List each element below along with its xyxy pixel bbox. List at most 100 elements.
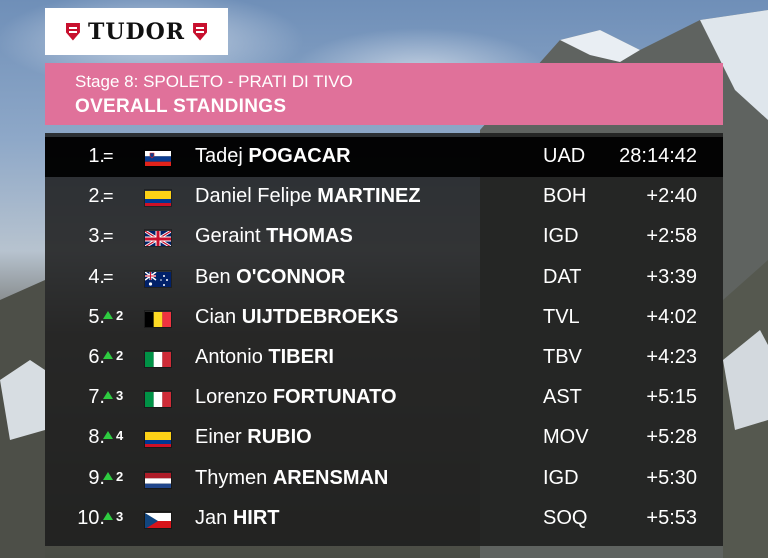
rider-last-name: UIJTDEBROEKS [241, 305, 399, 328]
rider-name: Jan HIRT [195, 507, 279, 530]
rank: 8. [88, 426, 105, 449]
rider-first-name: Einer [195, 426, 242, 449]
page-title: OVERALL STANDINGS [75, 96, 287, 117]
time-gap: +5:28 [646, 426, 697, 449]
time-gap: +5:30 [646, 466, 697, 489]
rider-first-name: Geraint [195, 225, 261, 248]
stage-line: Stage 8: SPOLETO - PRATI DI TIVO [75, 72, 353, 92]
rider-name: Geraint THOMAS [195, 225, 353, 248]
rank: 6. [88, 346, 105, 368]
position-gain: 2 [116, 307, 124, 323]
rank-change: 4 [103, 427, 139, 444]
rider-first-name: Daniel Felipe [195, 185, 312, 208]
italy-flag-icon [145, 351, 171, 367]
time-gap: +5:15 [646, 386, 697, 409]
time-gap: 28:14:42 [619, 145, 697, 167]
rank: 1. [88, 145, 105, 167]
position-unchanged: = [103, 186, 114, 207]
standings-row: 7. 3 Lorenzo FORTUNATO AST +5:15 [45, 378, 723, 418]
rider-last-name: ARENSMAN [272, 466, 389, 489]
team-code: TBV [543, 346, 582, 368]
position-up-icon [103, 511, 113, 520]
rank-change: 3 [103, 387, 139, 404]
czech-republic-flag-icon [145, 512, 171, 528]
position-up-icon [103, 431, 113, 440]
rank-change: = [103, 226, 139, 247]
team-code: SOQ [543, 506, 588, 529]
rank-change: = [103, 267, 139, 288]
colombia-flag-icon [145, 431, 171, 448]
position-up-icon [103, 471, 113, 480]
rider-first-name: Tadej [195, 145, 243, 167]
standings-row: 3. = Geraint THOMAS IGD +2:58 [45, 217, 723, 257]
australia-flag-icon [145, 270, 171, 287]
team-code: IGD [543, 466, 579, 489]
shield-icon [193, 22, 208, 41]
position-up-icon [103, 351, 113, 359]
team-code: TVL [543, 305, 580, 328]
rank: 2. [88, 185, 105, 208]
position-gain: 2 [116, 468, 124, 484]
rank-change: 2 [103, 347, 139, 364]
colombia-flag-icon [145, 190, 171, 207]
rider-name: Thymen ARENSMAN [195, 467, 388, 490]
standings-row: 5. 2 Cian UIJTDEBROEKS TVL +4:02 [45, 298, 723, 338]
rider-last-name: O'CONNOR [236, 265, 346, 288]
standings-row: 8. 4 Einer RUBIO MOV +5:28 [45, 418, 723, 458]
rank-change: 2 [103, 468, 139, 485]
position-gain: 2 [116, 348, 124, 363]
position-gain: 3 [116, 388, 124, 404]
rider-last-name: POGACAR [248, 145, 351, 167]
rank-change: 2 [103, 307, 139, 324]
time-gap: +3:39 [646, 265, 697, 288]
rider-first-name: Lorenzo [195, 386, 268, 409]
position-gain: 4 [116, 428, 124, 444]
rank: 4. [88, 265, 105, 288]
standings-header: Stage 8: SPOLETO - PRATI DI TIVO OVERALL… [45, 63, 723, 125]
time-gap: +5:53 [646, 506, 697, 529]
stage-route: SPOLETO - PRATI DI TIVO [143, 72, 353, 91]
netherlands-flag-icon [145, 472, 171, 488]
position-up-icon [103, 391, 113, 400]
belgium-flag-icon [145, 311, 171, 327]
italy-flag-icon [145, 391, 171, 408]
time-gap: +2:58 [646, 225, 697, 248]
rider-first-name: Jan [195, 506, 228, 529]
time-gap: +2:40 [646, 185, 697, 208]
team-code: IGD [543, 225, 579, 248]
sponsor-name: TUDOR [87, 18, 186, 45]
team-code: MOV [543, 426, 589, 449]
rider-name: Lorenzo FORTUNATO [195, 386, 397, 409]
shield-icon [65, 22, 80, 41]
rank-change: = [103, 146, 139, 167]
rider-last-name: MARTINEZ [317, 185, 421, 208]
time-gap: +4:02 [646, 305, 697, 328]
team-code: UAD [543, 145, 586, 167]
rider-name: Antonio TIBERI [195, 346, 334, 369]
standings-row: 6. 2 Antonio TIBERI TBV +4:23 [45, 338, 723, 378]
team-code: BOH [543, 185, 587, 208]
rider-first-name: Thymen [195, 466, 268, 489]
rank: 3. [88, 225, 105, 248]
sponsor-logo: TUDOR [45, 8, 228, 55]
time-gap: +4:23 [646, 346, 697, 368]
standings-row: 1. = Tadej POGACAR UAD 28:14:42 [45, 137, 723, 177]
rider-last-name: TIBERI [268, 346, 334, 368]
rider-first-name: Cian [195, 305, 237, 328]
rider-name: Einer RUBIO [195, 426, 312, 449]
rank: 5. [88, 305, 105, 328]
rank-change: = [103, 186, 139, 207]
rider-last-name: RUBIO [247, 426, 312, 449]
rider-last-name: FORTUNATO [272, 386, 397, 409]
position-up-icon [103, 310, 113, 319]
team-code: AST [543, 386, 582, 409]
standings-table: 1. = Tadej POGACAR UAD 28:14:42 2. = Daniel Fel… [45, 133, 723, 546]
rider-name: Daniel Felipe MARTINEZ [195, 185, 421, 208]
position-unchanged: = [103, 266, 114, 287]
rank: 10. [77, 506, 105, 529]
rank: 9. [88, 466, 105, 489]
slovenia-flag-icon [145, 150, 171, 166]
stage-label: Stage 8: [75, 72, 139, 91]
rider-last-name: THOMAS [266, 225, 353, 248]
rank: 7. [88, 386, 105, 409]
